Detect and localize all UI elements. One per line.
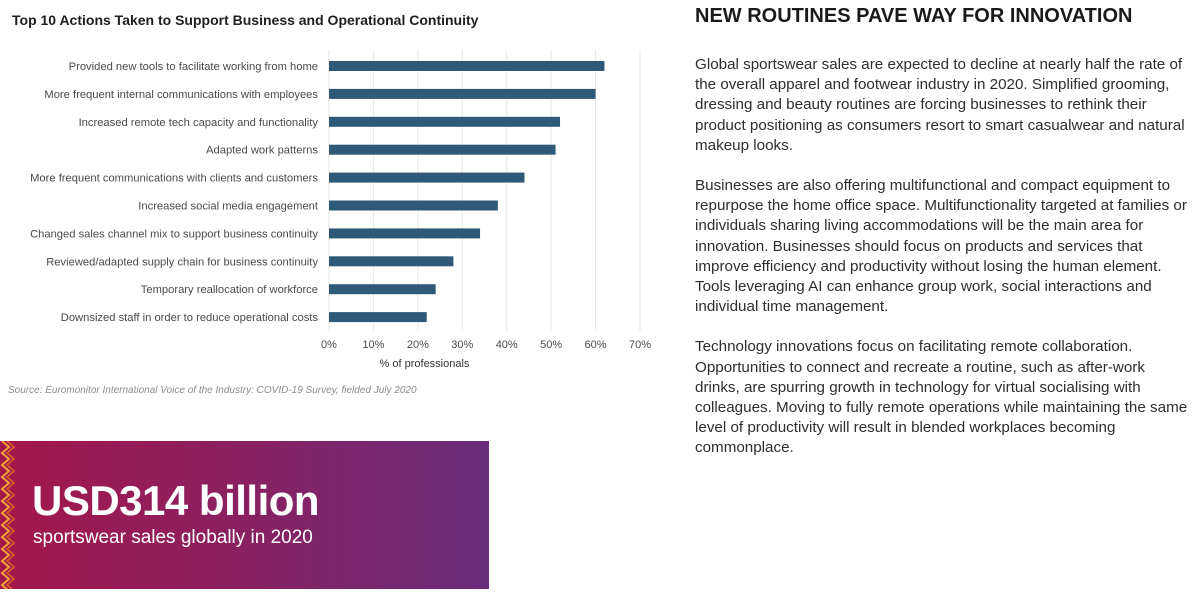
x-tick-label: 20% <box>407 339 429 351</box>
category-label: Changed sales channel mix to support bus… <box>30 228 318 240</box>
x-tick-label: 10% <box>362 339 384 351</box>
category-label: Reviewed/adapted supply chain for busine… <box>46 256 318 268</box>
x-tick-label: 70% <box>629 339 651 351</box>
bar <box>329 312 427 323</box>
x-axis-label: % of professionals <box>380 358 470 370</box>
x-tick-label: 50% <box>540 339 562 351</box>
x-tick-label: 0% <box>321 339 337 351</box>
category-label: Increased social media engagement <box>138 201 319 213</box>
x-tick-label: 30% <box>451 339 473 351</box>
article-body: Global sportswear sales are expected to … <box>695 55 1190 479</box>
category-label: Downsized staff in order to reduce opera… <box>61 312 319 324</box>
category-label: Adapted work patterns <box>206 145 318 157</box>
highlight-banner: USD314 billion sportswear sales globally… <box>0 441 489 589</box>
article-paragraph: Technology innovations focus on facilita… <box>695 338 1188 457</box>
article-headline: NEW ROUTINES PAVE WAY FOR INNOVATION <box>695 5 1133 27</box>
zigzag-decoration-icon <box>0 441 16 589</box>
article-paragraph: Global sportswear sales are expected to … <box>695 56 1185 154</box>
article-paragraph: Businesses are also offering multifuncti… <box>695 177 1187 316</box>
chart-source: Source: Euromonitor International Voice … <box>8 385 417 396</box>
category-label: Increased remote tech capacity and funct… <box>79 117 319 129</box>
bar-chart: 0% 10% 20% 30% 40% 50% 60% 70% Provided new tool… <box>30 50 651 370</box>
category-label: Provided new tools to facilitate working… <box>69 61 318 73</box>
x-tick-label: 60% <box>585 339 607 351</box>
bar <box>329 172 525 183</box>
bar <box>329 144 556 155</box>
bar <box>329 116 561 127</box>
category-label: More frequent communications with client… <box>30 173 318 185</box>
bar <box>329 61 605 71</box>
bar <box>329 284 436 295</box>
x-tick-label: 40% <box>496 339 518 351</box>
bar <box>329 256 454 267</box>
highlight-value: USD314 billion <box>32 477 320 524</box>
chart-title: Top 10 Actions Taken to Support Business… <box>12 12 479 28</box>
category-label: More frequent internal communications wi… <box>44 89 318 101</box>
bar <box>329 228 481 239</box>
bar <box>329 88 596 99</box>
highlight-label: sportswear sales globally in 2020 <box>33 527 313 548</box>
category-label: Temporary reallocation of workforce <box>141 284 318 296</box>
bar <box>329 200 498 211</box>
